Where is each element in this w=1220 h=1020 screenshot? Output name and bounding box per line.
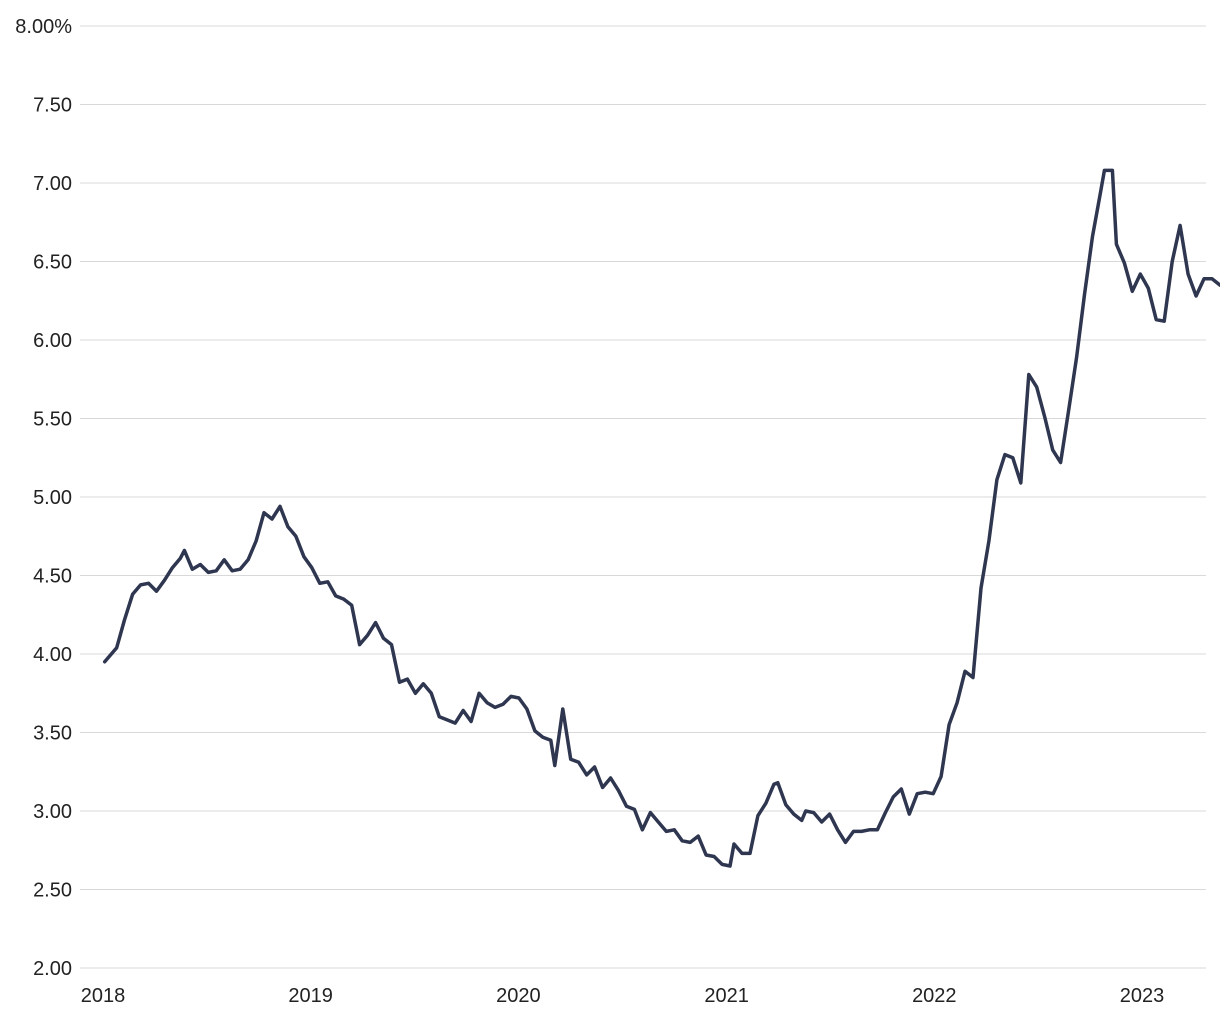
y-tick-label: 5.00 [33,487,72,509]
y-tick-label: 6.50 [33,252,72,274]
x-tick-label: 2019 [288,985,333,1007]
y-tick-label: 4.50 [33,566,72,588]
y-tick-label: 8.00% [15,16,72,38]
x-tick-label: 2020 [496,985,541,1007]
y-tick-label: 2.50 [33,880,72,902]
y-axis-tick-labels: 2.00 2.50 3.00 3.50 4.00 4.50 5.00 5.50 6.00 6.50… [15,16,72,980]
x-tick-label: 2023 [1120,985,1165,1007]
series-line [102,168,1220,868]
y-tick-label: 7.50 [33,95,72,117]
x-tick-label: 2021 [704,985,749,1007]
y-tick-label: 3.00 [33,801,72,823]
y-tick-label: 4.00 [33,644,72,666]
y-tick-label: 6.00 [33,330,72,352]
x-tick-label: 2018 [81,985,126,1007]
y-grid-lines [80,25,1206,969]
x-tick-label: 2022 [912,985,957,1007]
y-tick-label: 2.00 [33,958,72,980]
y-tick-label: 5.50 [33,409,72,431]
y-tick-label: 3.50 [33,723,72,745]
y-tick-label: 7.00 [33,173,72,195]
x-axis-tick-labels: 2018 2019 2020 2021 2022 2023 [81,985,1165,1007]
